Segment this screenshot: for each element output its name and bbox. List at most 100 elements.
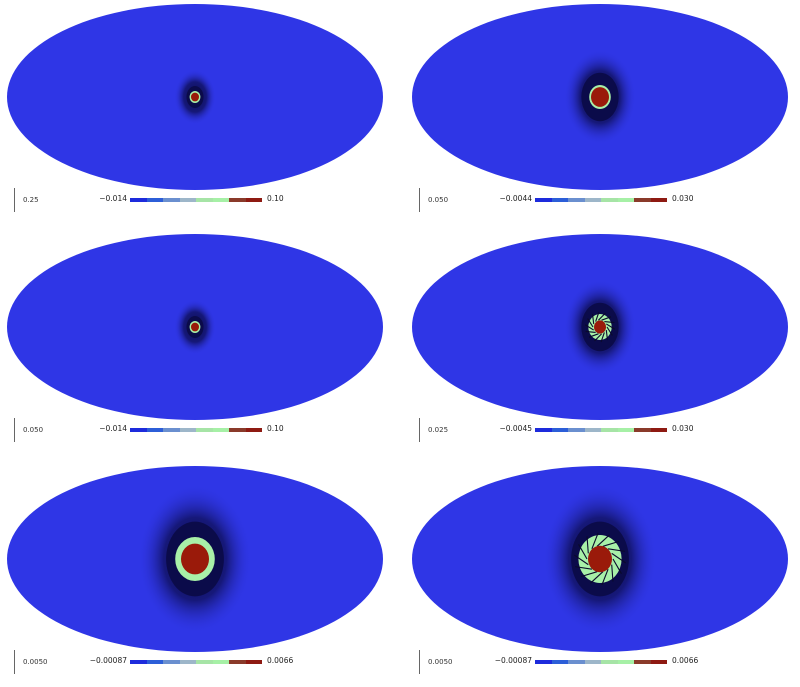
mollweide-map [7, 466, 383, 652]
hot-core [591, 87, 609, 107]
colorbar-segment [196, 660, 213, 664]
colorbar-segment [146, 198, 163, 202]
colorbar-max-label: 0.0066 [267, 656, 294, 665]
polarization-vector [601, 316, 612, 321]
colorbar-max-label: 0.10 [267, 194, 284, 203]
colorbar-segment [245, 198, 262, 202]
vector-scale-label: 0.0050 [428, 658, 453, 666]
colorbar-segment [535, 198, 552, 202]
polarization-vector [578, 544, 588, 560]
polarization-vector [591, 313, 595, 325]
colorbar-segment [584, 198, 601, 202]
colorbar-segment [650, 660, 667, 664]
polarization-vector [606, 323, 616, 330]
colorbar-min-label: −0.0044 [499, 194, 532, 203]
colorbar-segment [229, 660, 246, 664]
colorbar-segment [584, 660, 601, 664]
polarization-vector [612, 558, 622, 574]
colorbar-min-label: −0.00087 [89, 656, 127, 665]
colorbar-segment [634, 198, 651, 202]
vector-scale-label: 0.050 [428, 196, 449, 204]
colorbar [535, 428, 667, 432]
vector-scale-label: 0.0050 [23, 658, 48, 666]
vector-scale-bar [14, 650, 15, 674]
polarization-vector [588, 333, 599, 338]
vector-scale-label: 0.050 [23, 426, 44, 434]
mollweide-map [7, 234, 383, 420]
colorbar-segment [196, 198, 213, 202]
colorbar-segment [601, 660, 618, 664]
polarization-vector [611, 552, 627, 564]
colorbar-max-label: 0.030 [672, 424, 694, 433]
polarization-vector [608, 548, 625, 552]
colorbar-min-label: −0.0045 [499, 424, 532, 433]
colorbar-segment [634, 660, 651, 664]
colorbar-segment [229, 428, 246, 432]
colorbar-max-label: 0.030 [672, 194, 694, 203]
polarization-vector [605, 329, 609, 341]
colorbar-segment [212, 198, 229, 202]
polarization-vector [594, 333, 602, 342]
colorbar-max-label: 0.0066 [672, 656, 699, 665]
colorbar-segment [617, 428, 634, 432]
colorbar-segment [229, 198, 246, 202]
sky-map-panel: 0.0050 −0.00087 0.0066 [5, 462, 400, 687]
colorbar-segment [551, 428, 568, 432]
colorbar-segment [196, 428, 213, 432]
colorbar-segment [179, 198, 196, 202]
colorbar-segment [245, 428, 262, 432]
vector-scale-label: 0.025 [428, 426, 449, 434]
vector-scale-bar [419, 650, 420, 674]
colorbar-segment [568, 198, 585, 202]
polarization-vector [602, 540, 620, 547]
polarization-vector [580, 571, 598, 578]
polarization-vector [575, 566, 592, 570]
vector-scale-label: 0.25 [23, 196, 39, 204]
polarization-vector [604, 320, 615, 324]
sky-map-panel: 0.25 −0.014 0.10 [5, 0, 400, 225]
polarization-vector [586, 536, 589, 554]
colorbar-segment [650, 428, 667, 432]
colorbar-segment [163, 428, 180, 432]
polarization-vector [584, 324, 594, 331]
colorbar-segment [179, 428, 196, 432]
colorbar-segment [551, 198, 568, 202]
colorbar-segment [535, 428, 552, 432]
colorbar-segment [130, 660, 147, 664]
mollweide-map [412, 234, 788, 420]
colorbar-segment [601, 428, 618, 432]
polarization-vector [590, 571, 604, 584]
colorbar-segment [568, 660, 585, 664]
polarization-vector [587, 318, 594, 328]
colorbar-segment [584, 428, 601, 432]
polarization-vector [598, 312, 606, 321]
sky-map-panel: 0.050 −0.0044 0.030 [410, 0, 800, 225]
hot-core [191, 322, 199, 332]
colorbar-segment [634, 428, 651, 432]
colorbar [130, 428, 262, 432]
colorbar-max-label: 0.10 [267, 424, 284, 433]
polarization-vector [595, 311, 600, 322]
sky-map-panel: 0.050 −0.014 0.10 [5, 230, 400, 455]
colorbar-segment [163, 660, 180, 664]
colorbar-min-label: −0.014 [99, 194, 127, 203]
colorbar-segment [146, 428, 163, 432]
colorbar [130, 198, 262, 202]
vector-scale-bar [14, 418, 15, 442]
colorbar-min-label: −0.014 [99, 424, 127, 433]
hot-core [594, 320, 606, 334]
hot-core [191, 92, 199, 102]
polarization-vector [606, 326, 613, 336]
colorbar-segment [617, 660, 634, 664]
colorbar-segment [212, 428, 229, 432]
colorbar-segment [179, 660, 196, 664]
colorbar-segment [146, 660, 163, 664]
mollweide-map [412, 4, 788, 190]
colorbar-segment [130, 428, 147, 432]
vector-scale-bar [419, 418, 420, 442]
colorbar-segment [535, 660, 552, 664]
colorbar-segment [617, 198, 634, 202]
colorbar-segment [551, 660, 568, 664]
vector-scale-bar [419, 188, 420, 212]
colorbar-segment [245, 660, 262, 664]
